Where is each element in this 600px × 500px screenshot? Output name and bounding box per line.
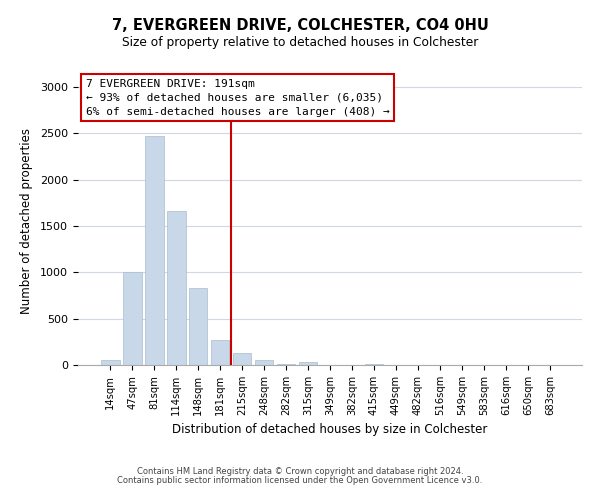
Text: Contains HM Land Registry data © Crown copyright and database right 2024.: Contains HM Land Registry data © Crown c… xyxy=(137,467,463,476)
Bar xyxy=(123,272,142,365)
Bar xyxy=(255,360,274,365)
Text: 7, EVERGREEN DRIVE, COLCHESTER, CO4 0HU: 7, EVERGREEN DRIVE, COLCHESTER, CO4 0HU xyxy=(112,18,488,32)
Bar xyxy=(101,360,119,365)
Text: 7 EVERGREEN DRIVE: 191sqm
← 93% of detached houses are smaller (6,035)
6% of sem: 7 EVERGREEN DRIVE: 191sqm ← 93% of detac… xyxy=(86,79,389,117)
Y-axis label: Number of detached properties: Number of detached properties xyxy=(20,128,33,314)
Text: Contains public sector information licensed under the Open Government Licence v3: Contains public sector information licen… xyxy=(118,476,482,485)
Bar xyxy=(211,340,229,365)
Text: Size of property relative to detached houses in Colchester: Size of property relative to detached ho… xyxy=(122,36,478,49)
Bar xyxy=(365,364,383,365)
Bar xyxy=(167,211,185,365)
X-axis label: Distribution of detached houses by size in Colchester: Distribution of detached houses by size … xyxy=(172,424,488,436)
Bar xyxy=(277,364,295,365)
Bar xyxy=(145,136,164,365)
Bar xyxy=(233,354,251,365)
Bar xyxy=(189,288,208,365)
Bar xyxy=(299,362,317,365)
